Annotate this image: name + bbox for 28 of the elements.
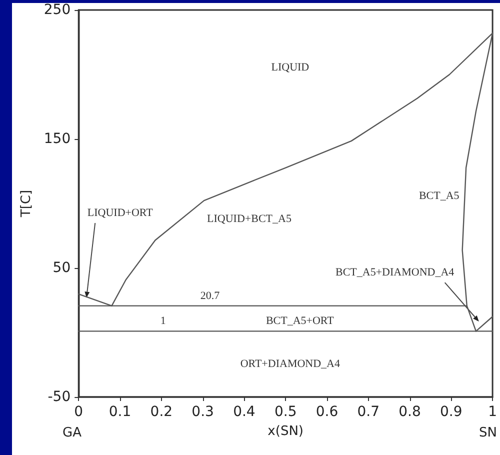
x-tick-label: 0.1 [108,404,132,420]
annotation: 1 [160,315,166,328]
x-tick-label: 0 [74,404,84,420]
x-tick-label: 0.3 [192,404,214,420]
y-tick-label: 250 [44,2,71,18]
x-tick-label: 0.5 [274,404,297,420]
annotation: ORT+DIAMOND_A4 [240,358,340,370]
annotation: 20.7 [200,290,220,302]
x-tick-label: 0.4 [233,404,256,420]
x-tick-label: 1 [488,404,498,420]
x-tick-label: 0.8 [398,404,421,420]
annotation: BCT_A5 [418,190,460,202]
x-axis-title: x(SN) [268,424,304,439]
annotation: BCT_A5+DIAMOND_A4 [336,266,455,279]
annotation: LIQUID+BCT_A5 [207,213,292,226]
x-tick-label: 0.2 [150,404,173,420]
y-tick-label: 150 [44,131,71,147]
text: GA [62,426,82,440]
x-tick-label: 0.9 [440,404,462,420]
y-tick-label: 50 [52,260,71,276]
y-tick-label: -50 [48,389,71,405]
y-axis-title: T[C] [19,190,34,218]
x-tick-label: 0.7 [357,404,380,420]
text: SN [479,426,497,440]
annotation: LIQUID [271,62,310,74]
annotation: BCT_A5+ORT [266,315,334,328]
annotation: LIQUID+ORT [87,207,154,220]
x-tick-label: 0.6 [316,404,338,420]
